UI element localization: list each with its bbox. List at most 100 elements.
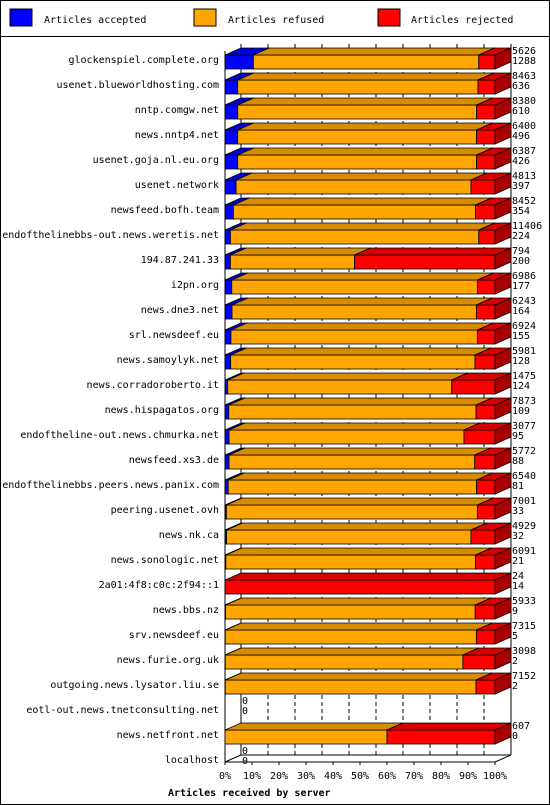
bar-refused — [224, 622, 493, 645]
bar-refused — [229, 222, 496, 245]
bar-refused-front — [232, 204, 476, 220]
category-label: news.hispagatos.org — [105, 405, 219, 416]
bar-refused — [224, 672, 493, 695]
bar-refused-top — [225, 672, 493, 681]
bar-rejected — [474, 447, 512, 470]
bar-accepted-front — [224, 479, 229, 495]
x-ticks: 0% 10% 20% 30% 40% 50% 60% 70% 80% 90% 100% — [219, 762, 507, 782]
bar-refused — [230, 322, 494, 345]
bar-accepted-front — [224, 279, 233, 295]
bar-rejected-side — [494, 222, 512, 245]
x-tick-label: 50% — [351, 771, 369, 782]
bar-refused-top — [228, 422, 481, 431]
bar-refused — [224, 647, 480, 670]
bar-rejected-front — [451, 379, 496, 395]
legend-item-accepted: Articles accepted — [9, 8, 146, 27]
category-label: news.nntp4.net — [135, 130, 219, 141]
category-label: newsfeed.bofh.team — [111, 205, 219, 216]
category-label: srv.newsdeef.eu — [129, 630, 219, 641]
category-label: outgoing.news.lysator.liu.se — [50, 680, 219, 691]
bar-accepted-front — [224, 429, 230, 445]
value-label-total: 7315 — [512, 621, 536, 632]
bar-refused-front — [252, 54, 480, 70]
bar-refused — [231, 297, 493, 320]
value-label-total: 7001 — [512, 496, 536, 507]
bar-rejected-front — [477, 504, 496, 520]
category-label: srl.newsdeef.eu — [129, 330, 219, 341]
value-label-count: 200 — [512, 256, 530, 267]
value-label-total: 7152 — [512, 671, 536, 682]
category-label: 194.87.241.33 — [141, 255, 219, 266]
bar-refused-front — [225, 554, 476, 570]
bar-rejected-side — [494, 72, 512, 95]
category-label: endofthelinebbs.peers.news.panix.com — [2, 480, 219, 491]
bar-rejected — [476, 122, 512, 145]
bar-refused-top — [231, 272, 494, 281]
bar-refused-top — [227, 372, 468, 381]
value-label-total: 5626 — [512, 46, 536, 57]
bar-refused-front — [224, 729, 388, 745]
x-tick-label: 30% — [297, 771, 315, 782]
value-label-count: 397 — [512, 181, 530, 192]
category-label: news.netfront.net — [117, 730, 219, 741]
bar-rejected-front — [474, 454, 496, 470]
bar-accepted-front — [224, 104, 239, 120]
bar-rejected-front — [477, 79, 496, 95]
bar-refused — [228, 422, 481, 445]
bar-refused — [227, 372, 469, 395]
bar-accepted-front — [224, 304, 233, 320]
bar-rejected — [474, 597, 512, 620]
bar-refused-front — [237, 104, 478, 120]
bar-rejected-side — [494, 497, 512, 520]
bar-rejected-front — [476, 129, 496, 145]
value-label-count: 496 — [512, 131, 530, 142]
bar-rejected — [477, 497, 512, 520]
category-label: news.furie.org.uk — [117, 655, 219, 666]
category-label: news.dne3.net — [141, 305, 219, 316]
bar-refused-front — [224, 629, 477, 645]
bar-accepted-front — [224, 204, 234, 220]
bar-rejected-front — [478, 54, 496, 70]
bar-rejected-front — [462, 654, 496, 670]
bar-refused-top — [237, 97, 493, 106]
bar-refused — [237, 97, 494, 120]
bar-rejected-front — [474, 354, 496, 370]
x-axis-floor-left — [224, 754, 242, 763]
bar-rejected-side — [494, 647, 512, 670]
bar-rejected-front — [475, 629, 496, 645]
bar-rejected-front — [475, 679, 496, 695]
legend-label-rejected: Articles rejected — [411, 15, 513, 26]
value-label-total: 6986 — [512, 271, 536, 282]
bar-accepted-front — [224, 379, 229, 395]
value-label-total: 11406 — [512, 221, 542, 232]
bar-rejected-side — [494, 147, 512, 170]
bar-refused-front — [224, 654, 464, 670]
value-label-total: 6243 — [512, 296, 536, 307]
bar-accepted-front — [224, 54, 254, 70]
bar-rejected-side — [494, 722, 512, 745]
value-label-count: 0 — [242, 756, 248, 767]
bar-rejected-side — [494, 422, 512, 445]
bar-refused-front — [235, 179, 472, 195]
bar-rejected-front — [354, 254, 496, 270]
category-label: peering.usenet.ovh — [111, 505, 219, 516]
bar-refused-top — [237, 122, 493, 131]
bar-refused-top — [230, 247, 371, 256]
bar-rejected-front — [478, 229, 496, 245]
bar-rejected-side — [494, 572, 512, 595]
bar-rejected-side — [494, 472, 512, 495]
x-tick-label: 10% — [243, 771, 261, 782]
bar-refused — [227, 472, 494, 495]
x-tick-label: 100% — [483, 771, 507, 782]
bar-refused-top — [225, 547, 492, 556]
bar-refused — [237, 72, 495, 95]
value-label-total: 0 — [242, 696, 248, 707]
bar-refused-front — [231, 304, 477, 320]
bar-rejected-side — [494, 672, 512, 695]
bar-rejected-side — [494, 397, 512, 420]
value-label-count: 2 — [512, 656, 518, 667]
value-label-count: 164 — [512, 306, 530, 317]
bar-refused-top — [230, 347, 492, 356]
bar-rejected-front — [470, 179, 496, 195]
